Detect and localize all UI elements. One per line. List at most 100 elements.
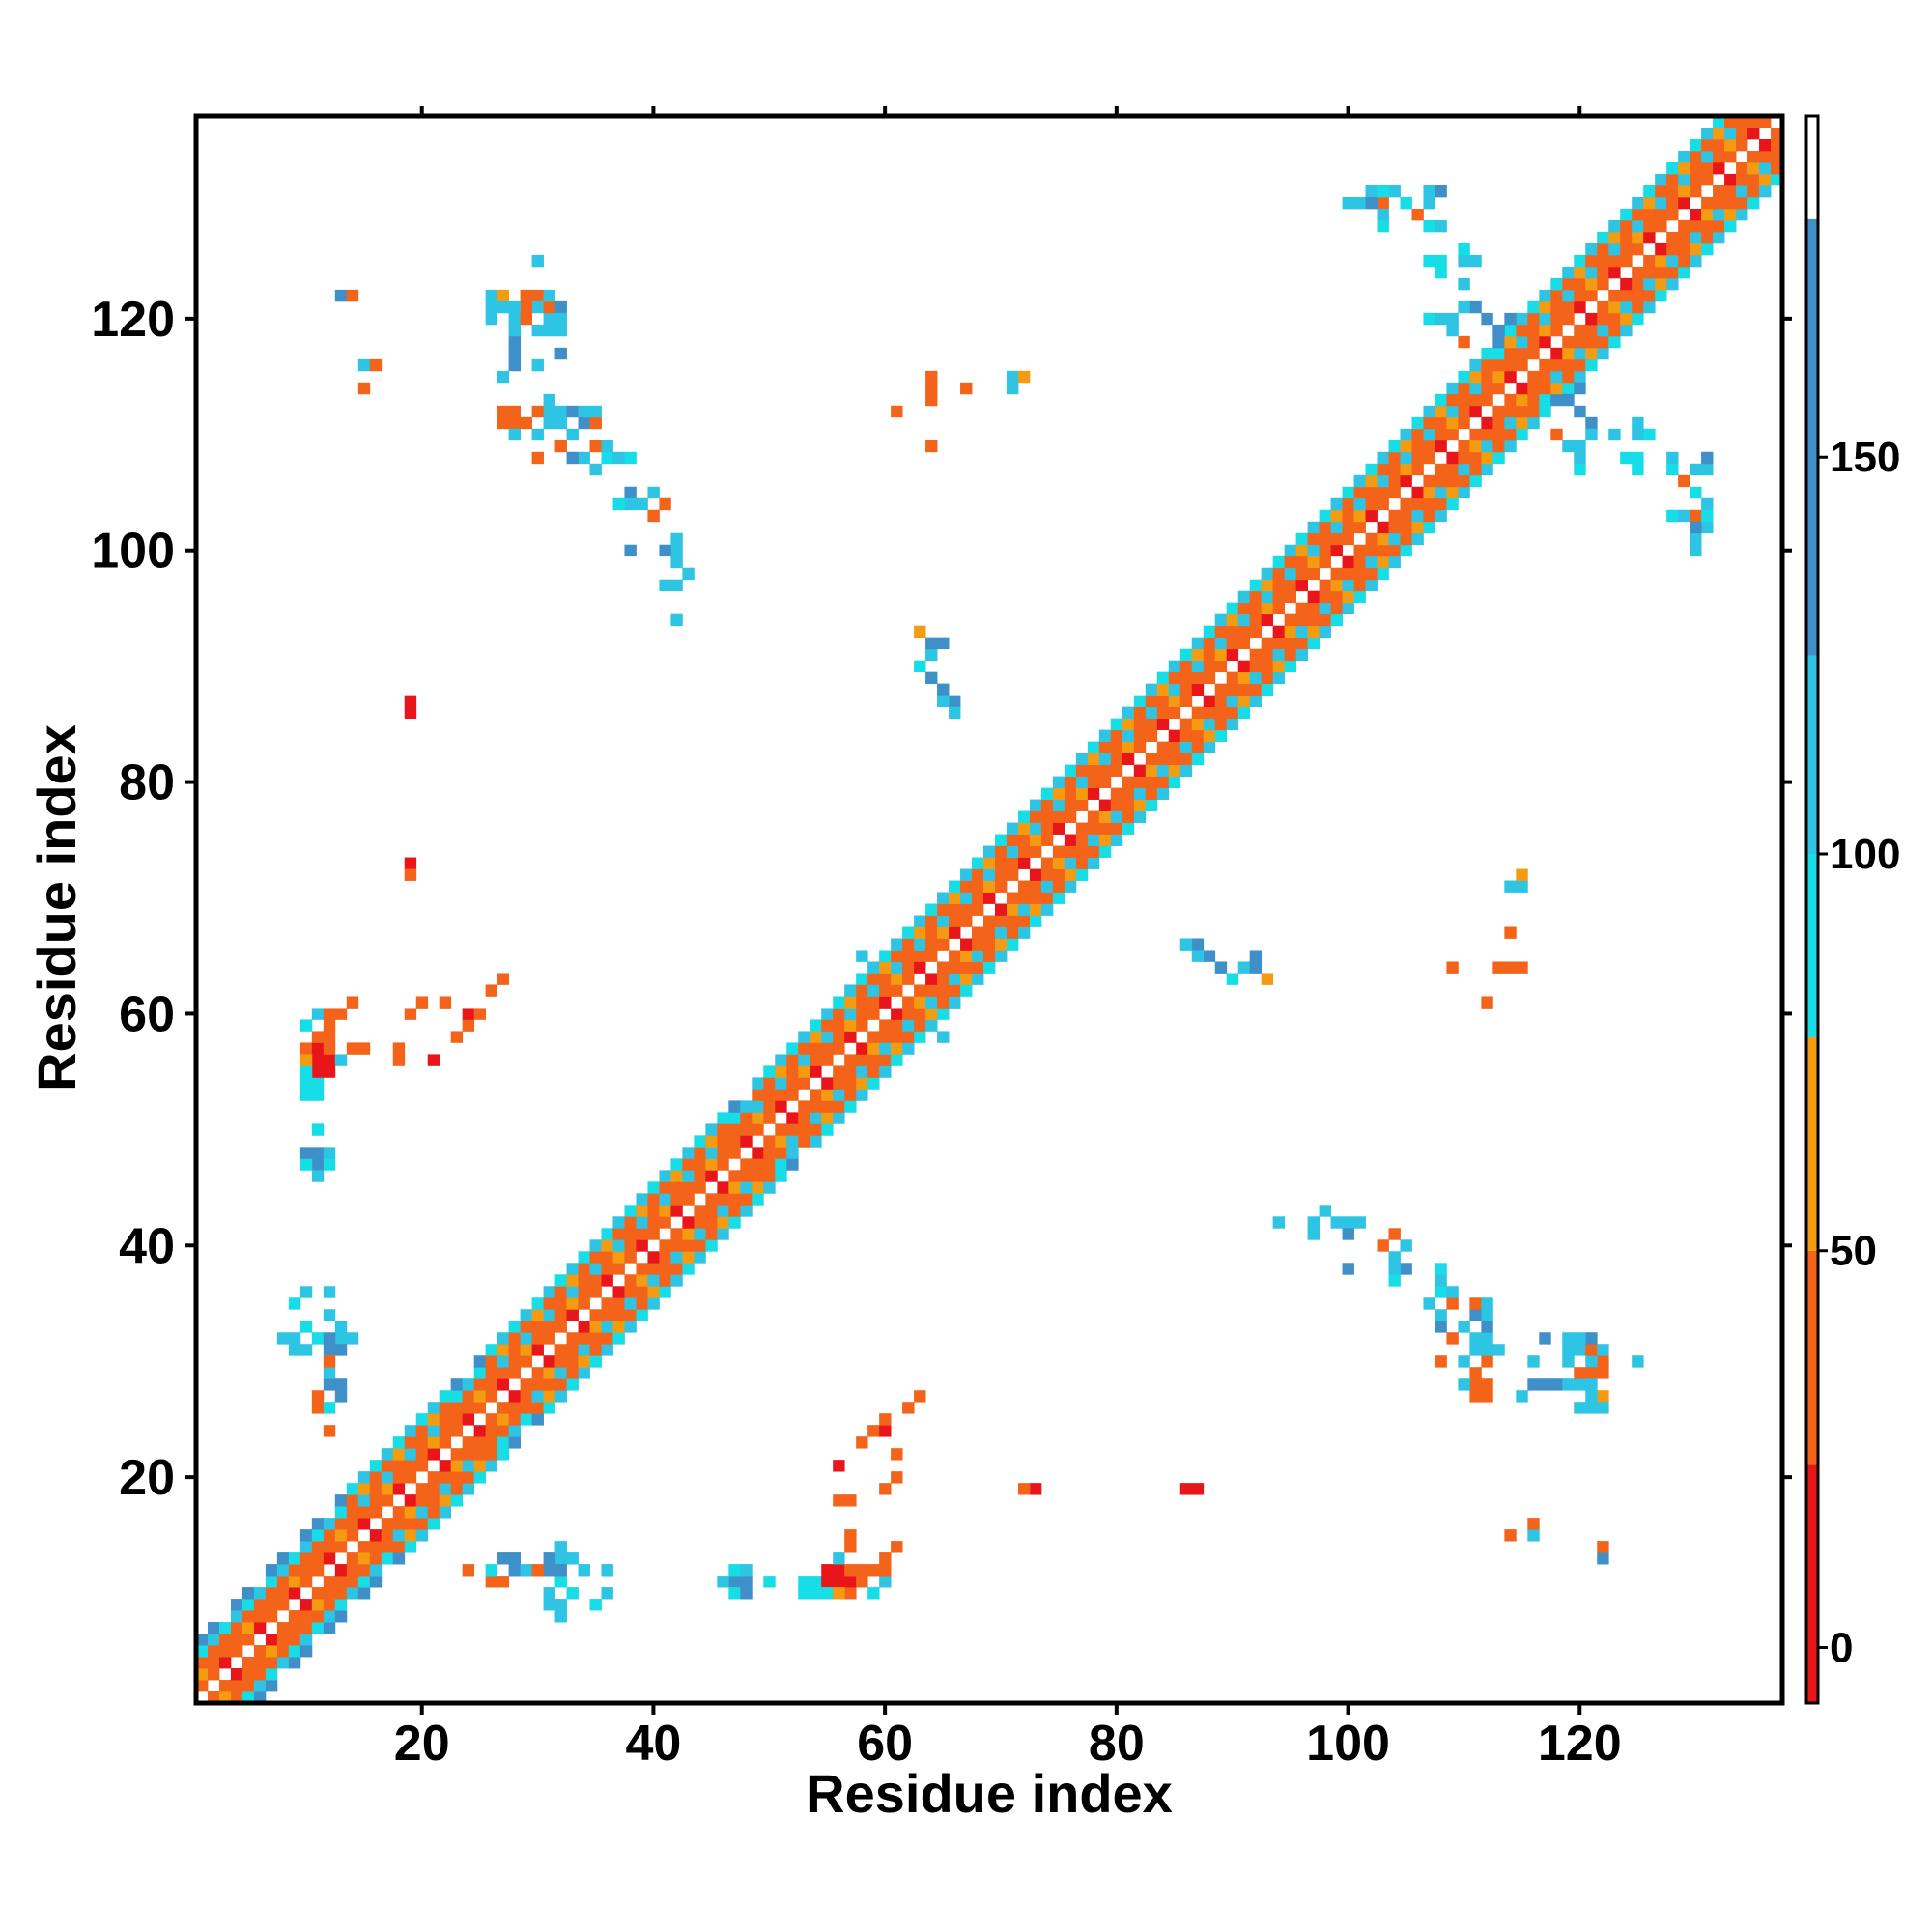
heatmap-cell	[1272, 637, 1286, 650]
heatmap-cell	[994, 868, 1008, 881]
heatmap-cell	[1191, 938, 1205, 951]
heatmap-cell	[960, 984, 973, 997]
heatmap-cell	[1574, 277, 1586, 291]
heatmap-cell	[786, 1135, 799, 1148]
heatmap-cell	[1504, 393, 1517, 407]
heatmap-cell	[196, 1634, 209, 1646]
heatmap-cell	[1562, 300, 1575, 314]
heatmap-cell	[311, 1031, 325, 1043]
heatmap-cell	[937, 1008, 950, 1020]
heatmap-cell	[624, 451, 637, 465]
heatmap-cell	[624, 486, 637, 499]
heatmap-cell	[1469, 1297, 1482, 1310]
heatmap-cell	[543, 1390, 555, 1403]
heatmap-cell	[914, 625, 926, 639]
heatmap-cell	[589, 1355, 602, 1368]
heatmap-cell	[1597, 242, 1609, 256]
heatmap-cell	[450, 1425, 464, 1437]
heatmap-cell	[531, 324, 544, 337]
heatmap-cell	[647, 1263, 660, 1275]
heatmap-cell	[775, 1054, 787, 1066]
heatmap-cell	[1597, 312, 1609, 326]
heatmap-cell	[427, 1054, 440, 1066]
heatmap-cell	[508, 405, 521, 418]
heatmap-cell	[1006, 938, 1019, 951]
heatmap-cell	[485, 1425, 498, 1437]
heatmap-cell	[1585, 266, 1598, 279]
heatmap-cell	[1481, 416, 1493, 430]
heatmap-cell	[334, 1529, 348, 1542]
heatmap-cell	[937, 1031, 950, 1043]
heatmap-cell	[543, 405, 555, 418]
heatmap-cell	[1481, 370, 1493, 384]
heatmap-cell	[299, 1158, 313, 1171]
heatmap-cell	[752, 1100, 764, 1113]
heatmap-cell	[334, 1390, 348, 1403]
heatmap-cell	[1203, 671, 1216, 685]
heatmap-cell	[299, 1552, 313, 1565]
heatmap-cell	[1145, 787, 1158, 800]
heatmap-cell	[914, 1031, 926, 1043]
heatmap-cell	[937, 926, 950, 939]
heatmap-cell	[230, 1610, 243, 1623]
heatmap-cell	[728, 1205, 741, 1217]
heatmap-cell	[983, 845, 996, 858]
heatmap-cell	[624, 497, 637, 511]
heatmap-cell	[1064, 880, 1077, 893]
heatmap-cell	[1411, 463, 1424, 476]
heatmap-cell	[867, 1077, 880, 1090]
heatmap-cell	[1237, 706, 1251, 720]
heatmap-cell	[1435, 486, 1447, 499]
heatmap-cell	[960, 915, 973, 927]
heatmap-cell	[1492, 416, 1505, 430]
heatmap-cell	[566, 1344, 579, 1356]
heatmap-cell	[497, 1413, 510, 1426]
heatmap-cell	[1203, 729, 1216, 742]
heatmap-cell	[1724, 150, 1737, 163]
heatmap-cell	[311, 1065, 325, 1078]
heatmap-cell	[1585, 428, 1598, 441]
heatmap-cell	[821, 1054, 834, 1066]
heatmap-cell	[1446, 451, 1459, 465]
heatmap-cell	[647, 509, 660, 523]
heatmap-cell	[1052, 880, 1065, 893]
heatmap-cell	[1307, 555, 1320, 569]
heatmap-cell	[1481, 440, 1493, 453]
heatmap-cell	[1214, 718, 1228, 731]
heatmap-cell	[1017, 880, 1031, 893]
heatmap-cell	[833, 1576, 845, 1588]
heatmap-cell	[914, 938, 926, 951]
heatmap-cell	[891, 1042, 903, 1055]
heatmap-cell	[821, 1077, 834, 1090]
heatmap-cell	[659, 1251, 671, 1264]
heatmap-cell	[1620, 208, 1633, 221]
heatmap-cell	[705, 1205, 718, 1217]
heatmap-cell	[1006, 926, 1019, 939]
heatmap-cell	[589, 1263, 602, 1275]
heatmap-cell	[1492, 451, 1505, 465]
heatmap-cell	[473, 1402, 487, 1414]
heatmap-cell	[346, 1518, 359, 1530]
heatmap-cell	[543, 1355, 555, 1368]
heatmap-cell	[404, 1008, 417, 1020]
heatmap-cell	[1516, 868, 1528, 881]
heatmap-cell	[786, 1054, 799, 1066]
heatmap-cell	[1678, 196, 1690, 210]
heatmap-cell	[717, 1205, 729, 1217]
heatmap-cell	[323, 1042, 336, 1055]
heatmap-cell	[717, 1135, 729, 1148]
heatmap-cell	[810, 1576, 822, 1588]
heatmap-cell	[740, 1135, 753, 1148]
heatmap-cell	[1249, 602, 1263, 615]
heatmap-cell	[531, 1332, 544, 1345]
heatmap-cell	[1574, 324, 1586, 337]
heatmap-cell	[554, 347, 567, 360]
heatmap-cell	[1585, 1332, 1598, 1345]
heatmap-cell	[1342, 497, 1354, 511]
heatmap-cell	[670, 1158, 683, 1171]
heatmap-cell	[276, 1552, 290, 1565]
heatmap-cell	[1550, 393, 1563, 407]
heatmap-cell	[1145, 729, 1158, 742]
heatmap-cell	[659, 497, 671, 511]
heatmap-cell	[1492, 961, 1505, 974]
